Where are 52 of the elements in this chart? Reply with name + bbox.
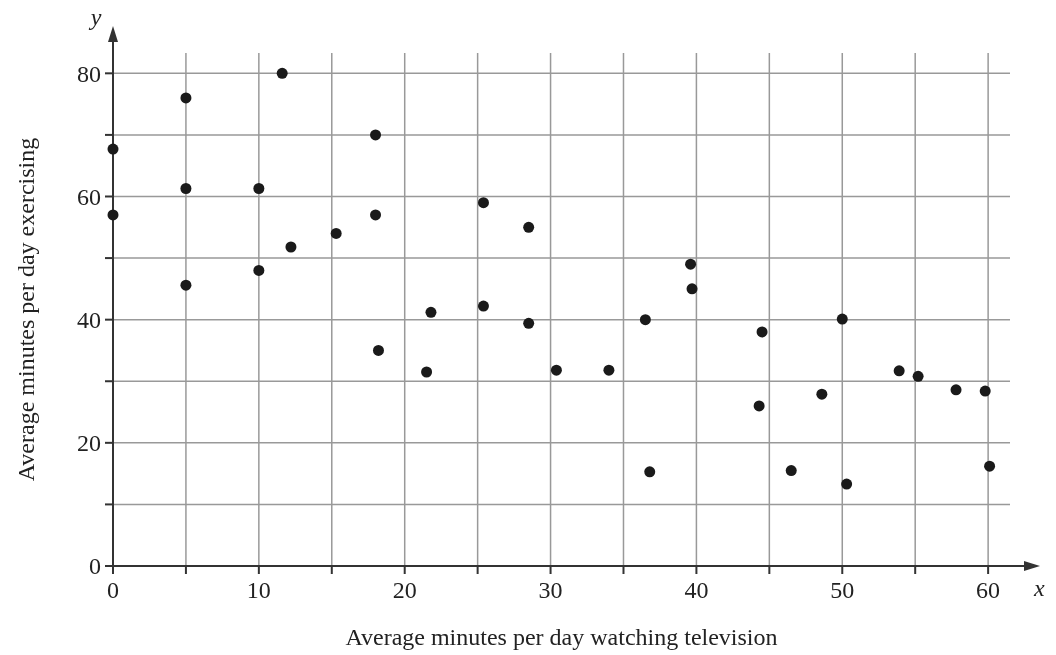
point bbox=[785, 465, 797, 477]
point bbox=[276, 67, 288, 79]
x-tick-label: 50 bbox=[830, 577, 855, 603]
point bbox=[816, 388, 828, 400]
x-tick-label: 10 bbox=[246, 577, 271, 603]
point bbox=[253, 264, 265, 276]
x-axis-title: Average minutes per day watching television bbox=[345, 624, 778, 650]
point bbox=[253, 182, 265, 194]
point bbox=[107, 143, 119, 155]
point bbox=[370, 129, 382, 141]
x-tick-label: 30 bbox=[538, 577, 563, 603]
point bbox=[950, 384, 962, 396]
point bbox=[836, 313, 848, 325]
x-tick-label: 20 bbox=[392, 577, 417, 603]
point bbox=[477, 197, 489, 209]
y-tick-label: 40 bbox=[77, 307, 101, 334]
point bbox=[107, 209, 119, 221]
point bbox=[523, 317, 535, 329]
point bbox=[180, 182, 192, 194]
point bbox=[330, 227, 342, 239]
point bbox=[756, 326, 768, 338]
point bbox=[685, 258, 697, 270]
point bbox=[686, 283, 698, 295]
point bbox=[523, 221, 535, 233]
point bbox=[285, 241, 297, 253]
point bbox=[893, 365, 905, 377]
x-tick-label: 40 bbox=[684, 577, 709, 603]
point bbox=[753, 400, 765, 412]
point bbox=[421, 366, 433, 378]
y-tick-label: 80 bbox=[77, 60, 101, 87]
point bbox=[841, 478, 853, 490]
y-tick-label: 20 bbox=[77, 430, 101, 457]
point bbox=[370, 209, 382, 221]
x-tick-label: 60 bbox=[976, 577, 1001, 603]
y-axis-title: Average minutes per day exercising bbox=[13, 137, 39, 482]
text: y bbox=[88, 4, 102, 30]
x-tick-label: 0 bbox=[107, 577, 119, 603]
point bbox=[180, 279, 192, 291]
point bbox=[603, 364, 615, 376]
point bbox=[984, 460, 996, 472]
point bbox=[372, 344, 384, 356]
y-tick-label: 60 bbox=[77, 183, 101, 210]
y-tick-label: 0 bbox=[89, 553, 101, 580]
point bbox=[180, 92, 192, 104]
point bbox=[979, 385, 991, 397]
point bbox=[550, 364, 562, 376]
point bbox=[644, 466, 656, 478]
text: x bbox=[1033, 575, 1045, 601]
point bbox=[425, 306, 437, 318]
point bbox=[639, 314, 651, 326]
point bbox=[477, 300, 489, 312]
point bbox=[912, 370, 924, 382]
